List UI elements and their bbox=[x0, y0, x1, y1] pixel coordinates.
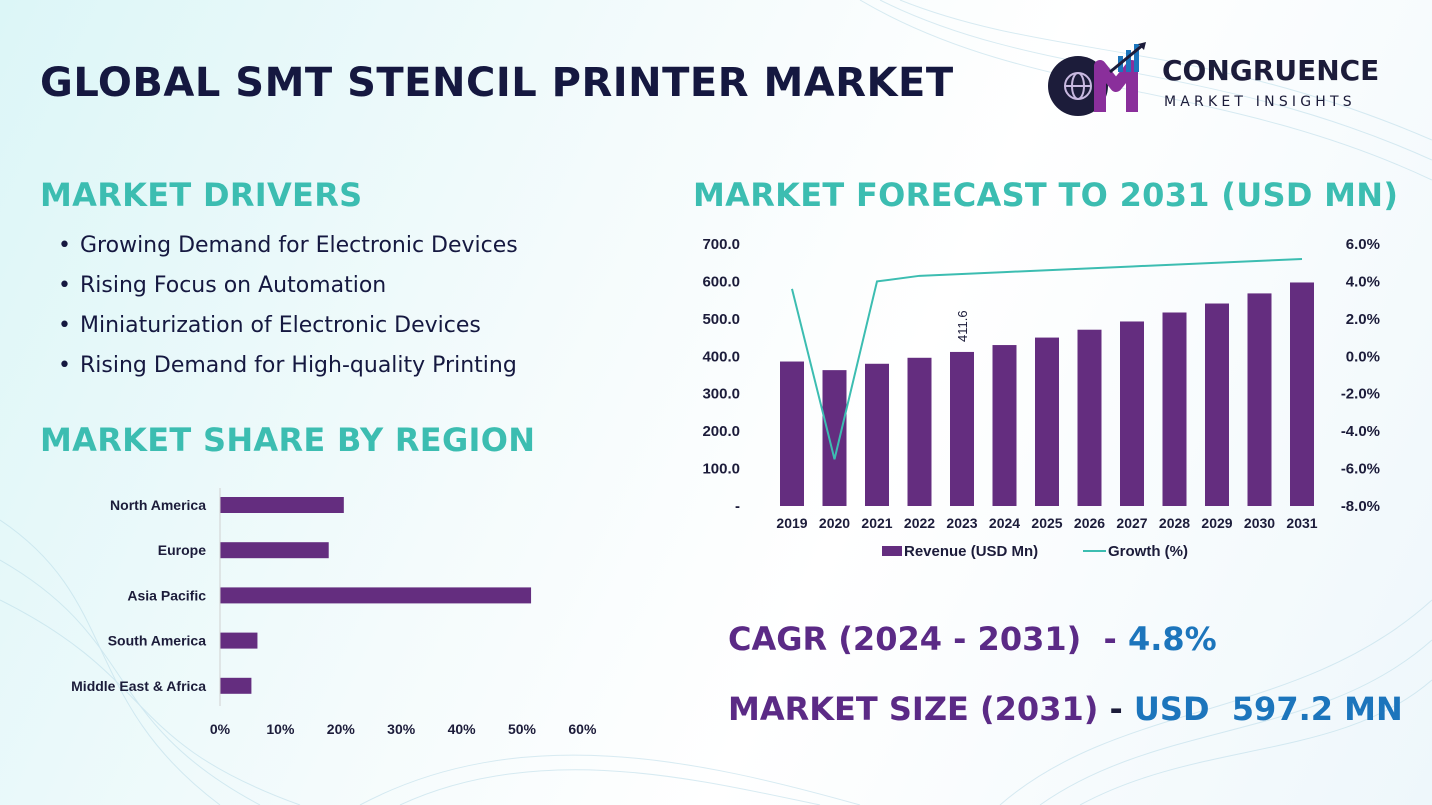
bullet-icon: • bbox=[58, 313, 71, 338]
share-heading: MARKET SHARE BY REGION bbox=[40, 421, 536, 459]
forecast-left-tick: 600.0 bbox=[702, 273, 740, 290]
forecast-x-tick: 2019 bbox=[776, 515, 807, 531]
revenue-bar bbox=[950, 351, 974, 506]
region-bar bbox=[220, 677, 252, 694]
region-label: South America bbox=[108, 633, 206, 649]
forecast-right-tick: 2.0% bbox=[1346, 311, 1380, 328]
revenue-bar bbox=[992, 345, 1017, 506]
region-bar bbox=[220, 542, 329, 559]
forecast-x-tick: 2022 bbox=[904, 515, 935, 531]
region-x-tick: 30% bbox=[387, 721, 416, 737]
region-label: Asia Pacific bbox=[127, 587, 206, 603]
region-bar bbox=[220, 632, 258, 649]
market-size-label: MARKET SIZE (2031) bbox=[728, 690, 1099, 728]
forecast-heading: MARKET FORECAST TO 2031 (USD MN) bbox=[693, 176, 1399, 214]
forecast-left-tick: 100.0 bbox=[702, 461, 740, 478]
region-x-tick: 0% bbox=[210, 721, 231, 737]
revenue-bar bbox=[1035, 337, 1059, 506]
revenue-bar bbox=[822, 370, 847, 506]
revenue-bar bbox=[780, 361, 804, 506]
driver-item: • Rising Focus on Automation bbox=[58, 270, 518, 310]
cagr-separator: - bbox=[1081, 620, 1128, 658]
legend-growth-label: Growth (%) bbox=[1108, 543, 1188, 560]
forecast-left-tick: 500.0 bbox=[702, 311, 740, 328]
driver-text: Rising Demand for High-quality Printing bbox=[80, 353, 517, 378]
bullet-icon: • bbox=[58, 273, 71, 298]
cagr-stat: CAGR (2024 - 2031) - 4.8% bbox=[728, 620, 1217, 658]
bullet-icon: • bbox=[58, 233, 71, 258]
logo-name: CONGRUENCE bbox=[1162, 54, 1380, 87]
forecast-x-tick: 2028 bbox=[1159, 515, 1190, 531]
revenue-bar bbox=[907, 357, 932, 506]
forecast-x-tick: 2021 bbox=[861, 515, 892, 531]
cagr-value: 4.8% bbox=[1127, 620, 1217, 658]
revenue-bar bbox=[1120, 321, 1144, 506]
forecast-x-tick: 2026 bbox=[1074, 515, 1105, 531]
revenue-bar bbox=[1290, 282, 1314, 506]
drivers-heading: MARKET DRIVERS bbox=[40, 176, 363, 214]
forecast-x-tick: 2030 bbox=[1244, 515, 1275, 531]
forecast-right-tick: -2.0% bbox=[1341, 386, 1380, 403]
company-logo: CONGRUENCE MARKET INSIGHTS bbox=[1046, 42, 1396, 118]
forecast-x-tick: 2020 bbox=[819, 515, 850, 531]
region-bar bbox=[220, 587, 532, 604]
logo-mark-icon bbox=[1048, 42, 1146, 116]
driver-item: • Growing Demand for Electronic Devices bbox=[58, 230, 518, 270]
forecast-right-tick: 6.0% bbox=[1346, 236, 1380, 253]
revenue-bar bbox=[865, 363, 889, 506]
forecast-right-tick: -4.0% bbox=[1341, 423, 1380, 440]
region-x-tick: 20% bbox=[327, 721, 356, 737]
forecast-x-tick: 2025 bbox=[1031, 515, 1062, 531]
forecast-x-tick: 2031 bbox=[1286, 515, 1317, 531]
page-title: GLOBAL SMT STENCIL PRINTER MARKET bbox=[40, 60, 954, 106]
region-label: Middle East & Africa bbox=[71, 678, 206, 694]
legend-revenue-label: Revenue (USD Mn) bbox=[904, 543, 1038, 560]
forecast-left-tick: 200.0 bbox=[702, 423, 740, 440]
forecast-right-tick: -8.0% bbox=[1341, 498, 1380, 515]
revenue-bar bbox=[1247, 293, 1272, 506]
market-size-separator: - bbox=[1098, 690, 1134, 728]
forecast-chart: - 100.0 200.0 300.0 400.0 500.0 600.0 700.0 -8.0… bbox=[702, 236, 1380, 560]
forecast-x-tick: 2023 bbox=[946, 515, 977, 531]
revenue-bar bbox=[1205, 303, 1229, 506]
region-x-tick: 40% bbox=[448, 721, 477, 737]
driver-item: • Rising Demand for High-quality Printing bbox=[58, 350, 518, 390]
revenue-bar bbox=[1077, 329, 1102, 506]
legend-revenue-swatch bbox=[882, 546, 902, 556]
region-share-chart: North America Europe Asia Pacific South Ame… bbox=[71, 488, 597, 737]
forecast-left-tick: 400.0 bbox=[702, 348, 740, 365]
forecast-left-tick: - bbox=[735, 498, 740, 515]
logo-subtitle: MARKET INSIGHTS bbox=[1164, 94, 1356, 110]
forecast-x-tick: 2029 bbox=[1201, 515, 1232, 531]
bar-data-label: 411.6 bbox=[955, 310, 970, 342]
forecast-right-tick: 4.0% bbox=[1346, 273, 1380, 290]
forecast-left-tick: 700.0 bbox=[702, 236, 740, 253]
market-size-stat: MARKET SIZE (2031) - USD 597.2 MN bbox=[728, 690, 1403, 728]
forecast-left-tick: 300.0 bbox=[702, 386, 740, 403]
revenue-bar bbox=[1162, 312, 1187, 506]
forecast-x-tick: 2027 bbox=[1116, 515, 1147, 531]
region-label: North America bbox=[110, 497, 206, 513]
driver-text: Growing Demand for Electronic Devices bbox=[80, 233, 518, 258]
forecast-right-tick: -6.0% bbox=[1341, 461, 1380, 478]
region-bar bbox=[220, 497, 344, 513]
cagr-label: CAGR (2024 - 2031) bbox=[728, 620, 1082, 658]
driver-text: Miniaturization of Electronic Devices bbox=[80, 313, 481, 338]
forecast-x-tick: 2024 bbox=[989, 515, 1020, 531]
bullet-icon: • bbox=[58, 353, 71, 378]
growth-line bbox=[791, 257, 1303, 460]
driver-text: Rising Focus on Automation bbox=[80, 273, 387, 298]
market-size-value: USD 597.2 MN bbox=[1133, 690, 1403, 728]
drivers-list: • Growing Demand for Electronic Devices •… bbox=[58, 230, 518, 390]
region-x-tick: 50% bbox=[508, 721, 537, 737]
forecast-right-tick: 0.0% bbox=[1346, 348, 1380, 365]
region-label: Europe bbox=[158, 542, 206, 558]
driver-item: • Miniaturization of Electronic Devices bbox=[58, 310, 518, 350]
region-x-tick: 60% bbox=[568, 721, 597, 737]
region-x-tick: 10% bbox=[266, 721, 295, 737]
